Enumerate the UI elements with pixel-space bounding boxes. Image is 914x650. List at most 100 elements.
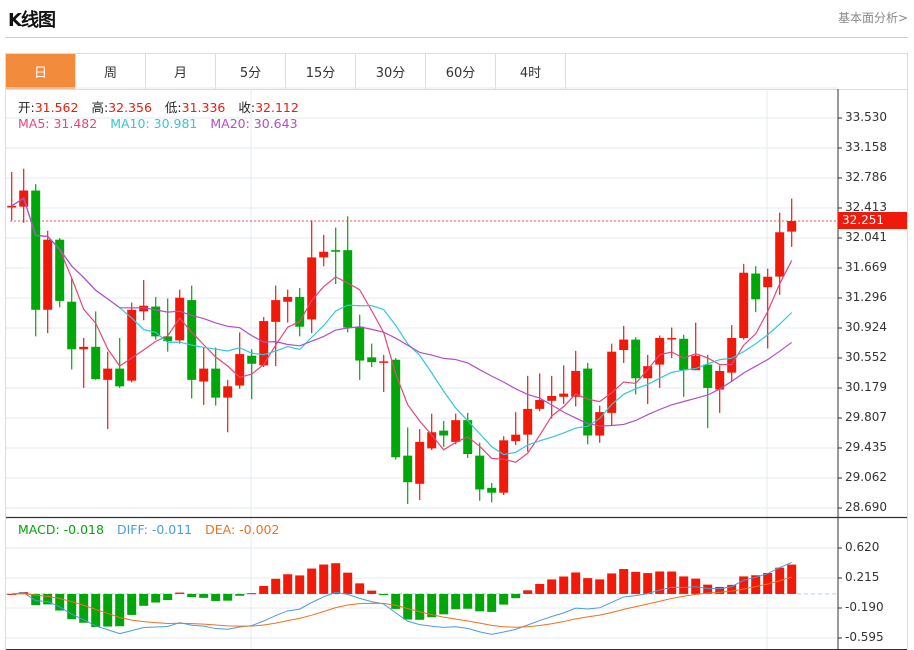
tab-5min[interactable]: 5分: [216, 54, 286, 89]
macd-histogram-bar: [607, 573, 617, 594]
tab-day[interactable]: 日: [6, 54, 76, 89]
candle-up: [607, 351, 617, 413]
macd-histogram-bar: [307, 568, 317, 594]
candle-down: [31, 190, 41, 310]
candle-up: [259, 321, 269, 366]
price-tick-label: 33.158: [845, 139, 887, 154]
macd-histogram-bar: [571, 572, 581, 594]
candle-down: [163, 336, 173, 342]
header-divider: [5, 37, 908, 38]
tab-week[interactable]: 周: [76, 54, 146, 89]
macd-histogram-bar: [499, 593, 509, 605]
ma-info: MA5: 31.482 MA10: 30.981 MA20: 30.643: [18, 116, 298, 131]
candle-up: [523, 408, 533, 435]
tab-30min[interactable]: 30分: [356, 54, 426, 89]
candle-up: [319, 251, 329, 258]
macd-histogram-bar: [439, 593, 449, 615]
ma10-line: [11, 197, 793, 456]
candle-down: [679, 338, 689, 371]
ma20-value: MA20: 30.643: [210, 116, 298, 131]
candle-down: [343, 250, 353, 328]
macd-value: MACD: -0.018: [18, 522, 104, 537]
tab-15min[interactable]: 15分: [286, 54, 356, 89]
macd-histogram-bar: [763, 573, 773, 594]
tab-month[interactable]: 月: [146, 54, 216, 89]
candle-up: [787, 221, 797, 232]
macd-histogram-bar: [619, 569, 629, 594]
macd-histogram-bar: [547, 579, 557, 594]
candle-down: [67, 301, 77, 350]
price-tick-label: 30.552: [845, 349, 887, 364]
low-label: 低:: [164, 100, 182, 115]
candle-down: [55, 239, 65, 301]
macd-histogram-bar: [43, 593, 53, 605]
price-tick-label: 32.413: [845, 200, 887, 214]
macd-histogram-bar: [7, 593, 17, 595]
tab-60min[interactable]: 60分: [426, 54, 496, 89]
price-tick-label: 31.669: [845, 259, 887, 274]
candle-down: [367, 357, 377, 363]
candle-up: [127, 309, 137, 381]
macd-histogram-bar: [343, 572, 353, 594]
macd-histogram-bar: [355, 583, 365, 594]
macd-histogram-bar: [163, 593, 173, 601]
macd-histogram-bar: [703, 584, 713, 594]
candle-up: [655, 337, 665, 365]
current-price-label: 32.251: [838, 212, 907, 229]
candle-up: [499, 440, 509, 493]
fundamental-analysis-link[interactable]: 基本面分析>: [837, 11, 908, 25]
diff-line: [11, 561, 792, 635]
price-tick-label: 30.924: [845, 319, 887, 334]
macd-tick-label: -0.190: [845, 600, 884, 614]
candle-up: [415, 441, 425, 484]
ma20-line: [11, 197, 793, 427]
macd-histogram-bar: [631, 571, 641, 594]
macd-histogram-bar: [235, 593, 245, 596]
macd-histogram-bar: [475, 593, 485, 612]
candle-up: [79, 346, 89, 350]
candle-up: [139, 305, 149, 312]
candle-up: [667, 337, 677, 340]
ma10-value: MA10: 30.981: [110, 116, 198, 131]
chart-frame: [5, 89, 908, 650]
macd-histogram-bar: [115, 593, 125, 627]
macd-histogram-bar: [223, 593, 233, 601]
candle-up: [547, 395, 557, 401]
macd-histogram-bar: [295, 575, 305, 594]
macd-histogram-bar: [427, 593, 437, 618]
macd-histogram-bar: [751, 575, 761, 594]
macd-histogram-bar: [175, 592, 185, 594]
page-title: K线图: [8, 10, 56, 31]
macd-histogram-bar: [559, 576, 569, 594]
price-tick-label: 33.530: [845, 110, 887, 124]
macd-histogram-bar: [259, 585, 269, 594]
candle-up: [727, 337, 737, 373]
price-tick-label: 30.179: [845, 380, 887, 395]
candle-down: [583, 368, 593, 436]
candle-up: [595, 412, 605, 436]
ma5-line: [11, 197, 793, 463]
macd-histogram-bar: [403, 593, 413, 620]
macd-histogram-bar: [643, 573, 653, 594]
macd-histogram-bar: [739, 576, 749, 594]
macd-histogram-bar: [487, 593, 497, 612]
macd-histogram-bar: [247, 593, 257, 595]
macd-histogram-bar: [199, 593, 209, 598]
candle-up: [619, 339, 629, 351]
macd-tick-label: 0.215: [845, 570, 880, 584]
close-label: 收:: [238, 100, 256, 115]
tab-4hour[interactable]: 4时: [496, 54, 566, 89]
price-tick-label: 28.690: [845, 500, 887, 514]
candle-up: [643, 366, 653, 379]
candle-up: [379, 361, 389, 363]
candle-down: [487, 487, 497, 493]
high-value: 32.356: [108, 100, 152, 115]
candle-up: [199, 368, 209, 382]
candle-up: [763, 276, 773, 288]
macd-histogram-bar: [379, 593, 389, 596]
candle-up: [451, 420, 461, 442]
macd-histogram-bar: [715, 586, 725, 594]
candle-down: [703, 364, 713, 388]
candle-down: [91, 346, 101, 380]
